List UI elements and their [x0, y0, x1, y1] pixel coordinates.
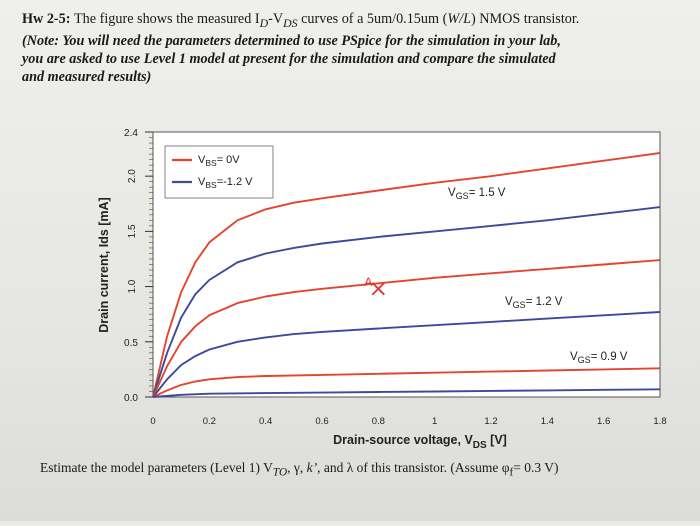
x-tick-label: 1.8	[653, 416, 666, 427]
series-line-3	[152, 311, 661, 398]
problem-text: The figure shows the measured ID-VDS cur…	[74, 11, 580, 30]
legend-label: VBS= 0V	[198, 154, 240, 168]
x-tick-label: 0.4	[259, 416, 272, 427]
series-line-4	[152, 367, 661, 398]
x-tick-label: 1.4	[541, 416, 554, 427]
x-tick-label: 1.2	[484, 416, 497, 427]
x-tick-label: 0.8	[372, 416, 385, 427]
x-axis-label: Drain-source voltage, VDS [V]	[333, 433, 507, 451]
x-tick-label: 1.6	[597, 416, 610, 427]
x-tick-label: 0.6	[315, 416, 328, 427]
problem-label: Hw 2-5:	[22, 11, 71, 27]
legend-label: VBS=-1.2 V	[198, 176, 253, 190]
y-axis-label: Drain current, Ids [mA]	[97, 197, 111, 332]
y-tick-label: 1.0	[127, 279, 138, 293]
problem-statement: Hw 2-5: The figure shows the measured ID…	[22, 10, 682, 86]
series-line-5	[152, 388, 661, 398]
vgs-1.5-label: VGS= 1.5 V	[448, 187, 506, 201]
problem-note-2: you are asked to use Level 1 model at pr…	[22, 50, 556, 67]
x-tick-label: 1	[432, 416, 437, 427]
vgs-1.2-label: VGS= 1.2 V	[505, 296, 563, 310]
vgs-0.9-label: VGS= 0.9 V	[570, 351, 628, 365]
problem-note-3: and measured results)	[22, 68, 152, 85]
series-line-2	[152, 259, 661, 398]
series-line-0	[152, 152, 661, 398]
series-line-1	[152, 206, 661, 398]
y-tick-label: 2.0	[127, 169, 138, 183]
point-a-label: A	[364, 275, 372, 289]
point-a-marker	[371, 282, 385, 296]
problem-line-1: Hw 2-5: The figure shows the measured ID…	[22, 10, 682, 32]
legend-box	[164, 145, 274, 199]
y-tick-label: 0.5	[124, 338, 138, 349]
footer-question: Estimate the model parameters (Level 1) …	[40, 460, 559, 479]
y-tick-label: 2.4	[124, 128, 138, 139]
problem-note-1: (Note: You will need the parameters dete…	[22, 32, 561, 49]
y-tick-label: 1.5	[127, 224, 138, 238]
x-tick-label: 0.2	[203, 416, 216, 427]
y-tick-label: 0.0	[124, 393, 138, 404]
x-tick-label: 0	[150, 416, 155, 427]
